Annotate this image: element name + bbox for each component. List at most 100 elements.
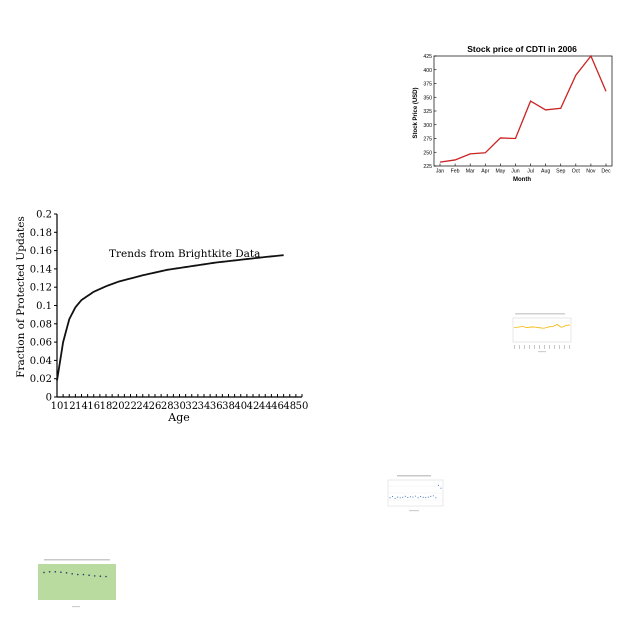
bk-x-tick-label: 18 (100, 401, 113, 412)
thumb-scatter-point (397, 496, 399, 498)
thumb-scatter-point (425, 497, 427, 499)
bk-y-tick-label: 0.08 (30, 319, 52, 330)
stock-y-tick-label: 375 (423, 82, 432, 88)
thumb-scatter-point (440, 487, 442, 489)
thumb-scatter-point (414, 495, 417, 497)
thumb-scatter-point (420, 496, 422, 498)
thumb-scatter-xlabel-bar (409, 510, 419, 512)
thumb-scatter-gridlines (388, 485, 443, 501)
thumb-green-point (48, 571, 51, 573)
bk-x-tick-label: 12 (63, 401, 76, 412)
bk-y-tick-label: 0.02 (30, 374, 52, 385)
thumbnail-line-chart (512, 313, 572, 353)
bk-x-tick-label: 16 (87, 401, 100, 412)
stock-x-tick-label: Dec (601, 169, 611, 175)
bk-x-tick-label: 44 (259, 401, 272, 412)
bk-y-tick-label: 0.1 (36, 301, 52, 312)
stock-x-tick-label: Oct (572, 169, 581, 175)
stock-price-chart: Stock price of CDTI in 2006 Stock Price … (413, 44, 613, 183)
stock-x-tick-label: Sep (556, 169, 565, 175)
stock-x-tick-label: Jun (511, 169, 519, 175)
stock-y-tick-label: 425 (423, 54, 432, 60)
thumb-green-point (82, 573, 85, 576)
bk-x-axis-label: Age (167, 411, 190, 424)
thumb-series-line (513, 324, 571, 329)
bk-y-axis-label: Fraction of Protected Updates (15, 216, 27, 378)
thumb-scatter-point (417, 497, 419, 499)
thumbnail-scatter-chart (387, 475, 444, 512)
thumb-green-point (105, 575, 107, 578)
bk-x-tick-label: 48 (283, 401, 296, 412)
stock-y-axis-label: Stock Price (USD) (413, 87, 419, 138)
bk-x-tick-label: 20 (112, 401, 125, 412)
bk-y-tick-label: 0 (46, 393, 52, 404)
thumb-green-point (65, 572, 68, 574)
thumb-scatter-point (407, 497, 409, 499)
stock-x-tick-label: Aug (541, 169, 550, 175)
bk-x-tick-label: 40 (234, 401, 247, 412)
thumb-scatter-point (404, 495, 406, 497)
thumb-scatter-point (392, 496, 394, 498)
thumb-scatter-point (399, 497, 401, 499)
thumb-green-point (43, 571, 45, 574)
thumb-green-plot-background (38, 564, 116, 600)
thumb-scatter-point (422, 496, 424, 498)
thumb-green-point (71, 573, 73, 575)
thumb-scatter-title-bar (397, 475, 431, 477)
stock-y-tick-label: 250 (423, 150, 432, 156)
thumb-scatter-point (432, 495, 434, 497)
thumb-line-xlabel-bar (538, 351, 546, 353)
bk-y-tick-label: 0.14 (30, 264, 52, 275)
bk-x-tick-label: 32 (185, 401, 198, 412)
thumb-line-xticklabels (514, 345, 570, 349)
thumbnail-green-chart (38, 559, 116, 608)
bk-x-tick-label: 38 (222, 401, 235, 412)
thumb-scatter-point (412, 496, 414, 498)
thumb-green-point (93, 575, 96, 577)
thumb-scatter-point (435, 497, 437, 499)
stock-y-tick-label: 325 (423, 109, 432, 115)
bk-x-tick-label: 10 (51, 401, 64, 412)
stock-y-tick-label: 225 (423, 164, 432, 170)
stock-y-tick-label: 275 (423, 137, 432, 143)
bk-x-tick-label: 46 (271, 401, 284, 412)
thumb-scatter-point (389, 497, 391, 499)
bk-annotation: Trends from Brightkite Data (109, 248, 260, 260)
bk-x-tick-label: 42 (247, 401, 260, 412)
thumb-green-point (99, 575, 102, 578)
thumb-green-point (54, 571, 57, 573)
thumb-line-plot-frame (512, 317, 572, 343)
bk-y-tick-label: 0.18 (30, 228, 52, 239)
stock-x-tick-label: Feb (451, 169, 460, 175)
stock-x-tick-label: Jul (527, 169, 534, 175)
bk-series-line (56, 254, 284, 381)
bk-x-tick-label: 14 (75, 401, 88, 412)
bk-y-tick-label: 0.16 (30, 246, 52, 257)
thumb-scatter-point (427, 496, 429, 498)
bk-x-tick-label: 22 (124, 401, 137, 412)
thumb-green-title-bar (44, 559, 110, 561)
bk-x-tick-label: 30 (173, 401, 186, 412)
bk-x-tick-label: 36 (210, 401, 223, 412)
bk-x-tick-label: 28 (161, 401, 174, 412)
bk-y-tick-label: 0.2 (36, 210, 52, 221)
stock-x-tick-label: Apr (481, 169, 489, 175)
stock-y-tick-label: 350 (423, 95, 432, 101)
bk-x-tick-label: 24 (136, 401, 149, 412)
thumb-green-point (77, 573, 79, 576)
stock-y-tick-label: 400 (423, 68, 432, 74)
stock-y-tick-label: 300 (423, 123, 432, 129)
bk-x-tick-label: 50 (296, 401, 309, 412)
thumb-green-xlabel-bar (72, 606, 80, 608)
bk-y-tick-label: 0.12 (30, 283, 52, 294)
thumb-green-point (60, 571, 62, 573)
thumb-scatter-point (394, 497, 396, 499)
stock-x-tick-label: Mar (466, 169, 475, 175)
thumb-scatter-point (409, 496, 411, 498)
stock-x-axis-label: Month (513, 177, 531, 183)
stock-chart-title: Stock price of CDTI in 2006 (467, 44, 577, 54)
thumb-scatter-point (402, 496, 404, 498)
bk-y-tick-label: 0.04 (30, 356, 52, 367)
brightkite-chart: Fraction of Protected Updates Age Trends… (15, 210, 309, 425)
